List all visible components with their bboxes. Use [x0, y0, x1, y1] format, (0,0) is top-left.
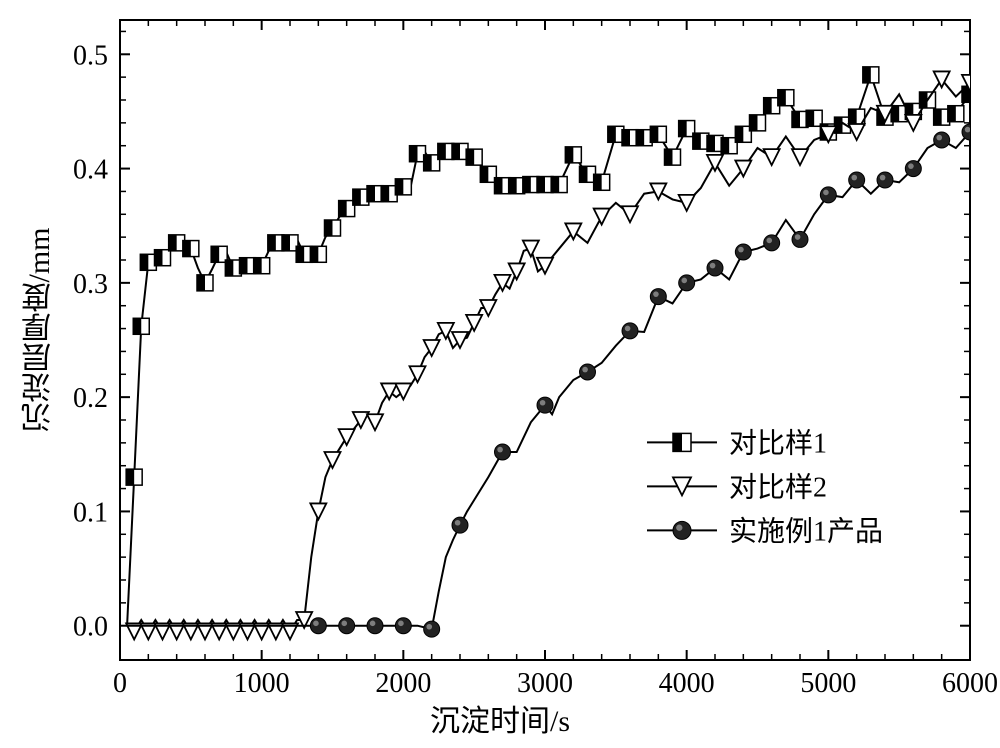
- svg-text:1000: 1000: [234, 668, 290, 699]
- svg-text:5000: 5000: [800, 668, 856, 699]
- svg-text:4000: 4000: [659, 668, 715, 699]
- svg-text:对比样2: 对比样2: [729, 471, 827, 503]
- svg-text:0: 0: [113, 668, 127, 699]
- y-axis-title: 沉淀层厚度/mm: [18, 227, 62, 432]
- svg-text:对比样1: 对比样1: [729, 427, 827, 459]
- svg-text:0.5: 0.5: [73, 40, 108, 71]
- svg-text:实施例1产品: 实施例1产品: [729, 515, 883, 547]
- chart-svg: 0 1000 2000 3000 4000 5000 6000 0.0 0.1 0.2 0.3 0.4…: [0, 0, 1000, 748]
- svg-text:0.0: 0.0: [73, 612, 108, 643]
- svg-text:0.1: 0.1: [73, 497, 108, 528]
- svg-text:0.3: 0.3: [73, 269, 108, 300]
- x-axis-title: 沉淀时间/s: [430, 696, 570, 740]
- svg-text:2000: 2000: [375, 668, 431, 699]
- svg-text:0.4: 0.4: [73, 155, 108, 186]
- svg-text:6000: 6000: [942, 668, 998, 699]
- svg-text:0.2: 0.2: [73, 383, 108, 414]
- chart-container: 0 1000 2000 3000 4000 5000 6000 0.0 0.1 0.2 0.3 0.4…: [0, 0, 1000, 748]
- svg-text:3000: 3000: [517, 668, 573, 699]
